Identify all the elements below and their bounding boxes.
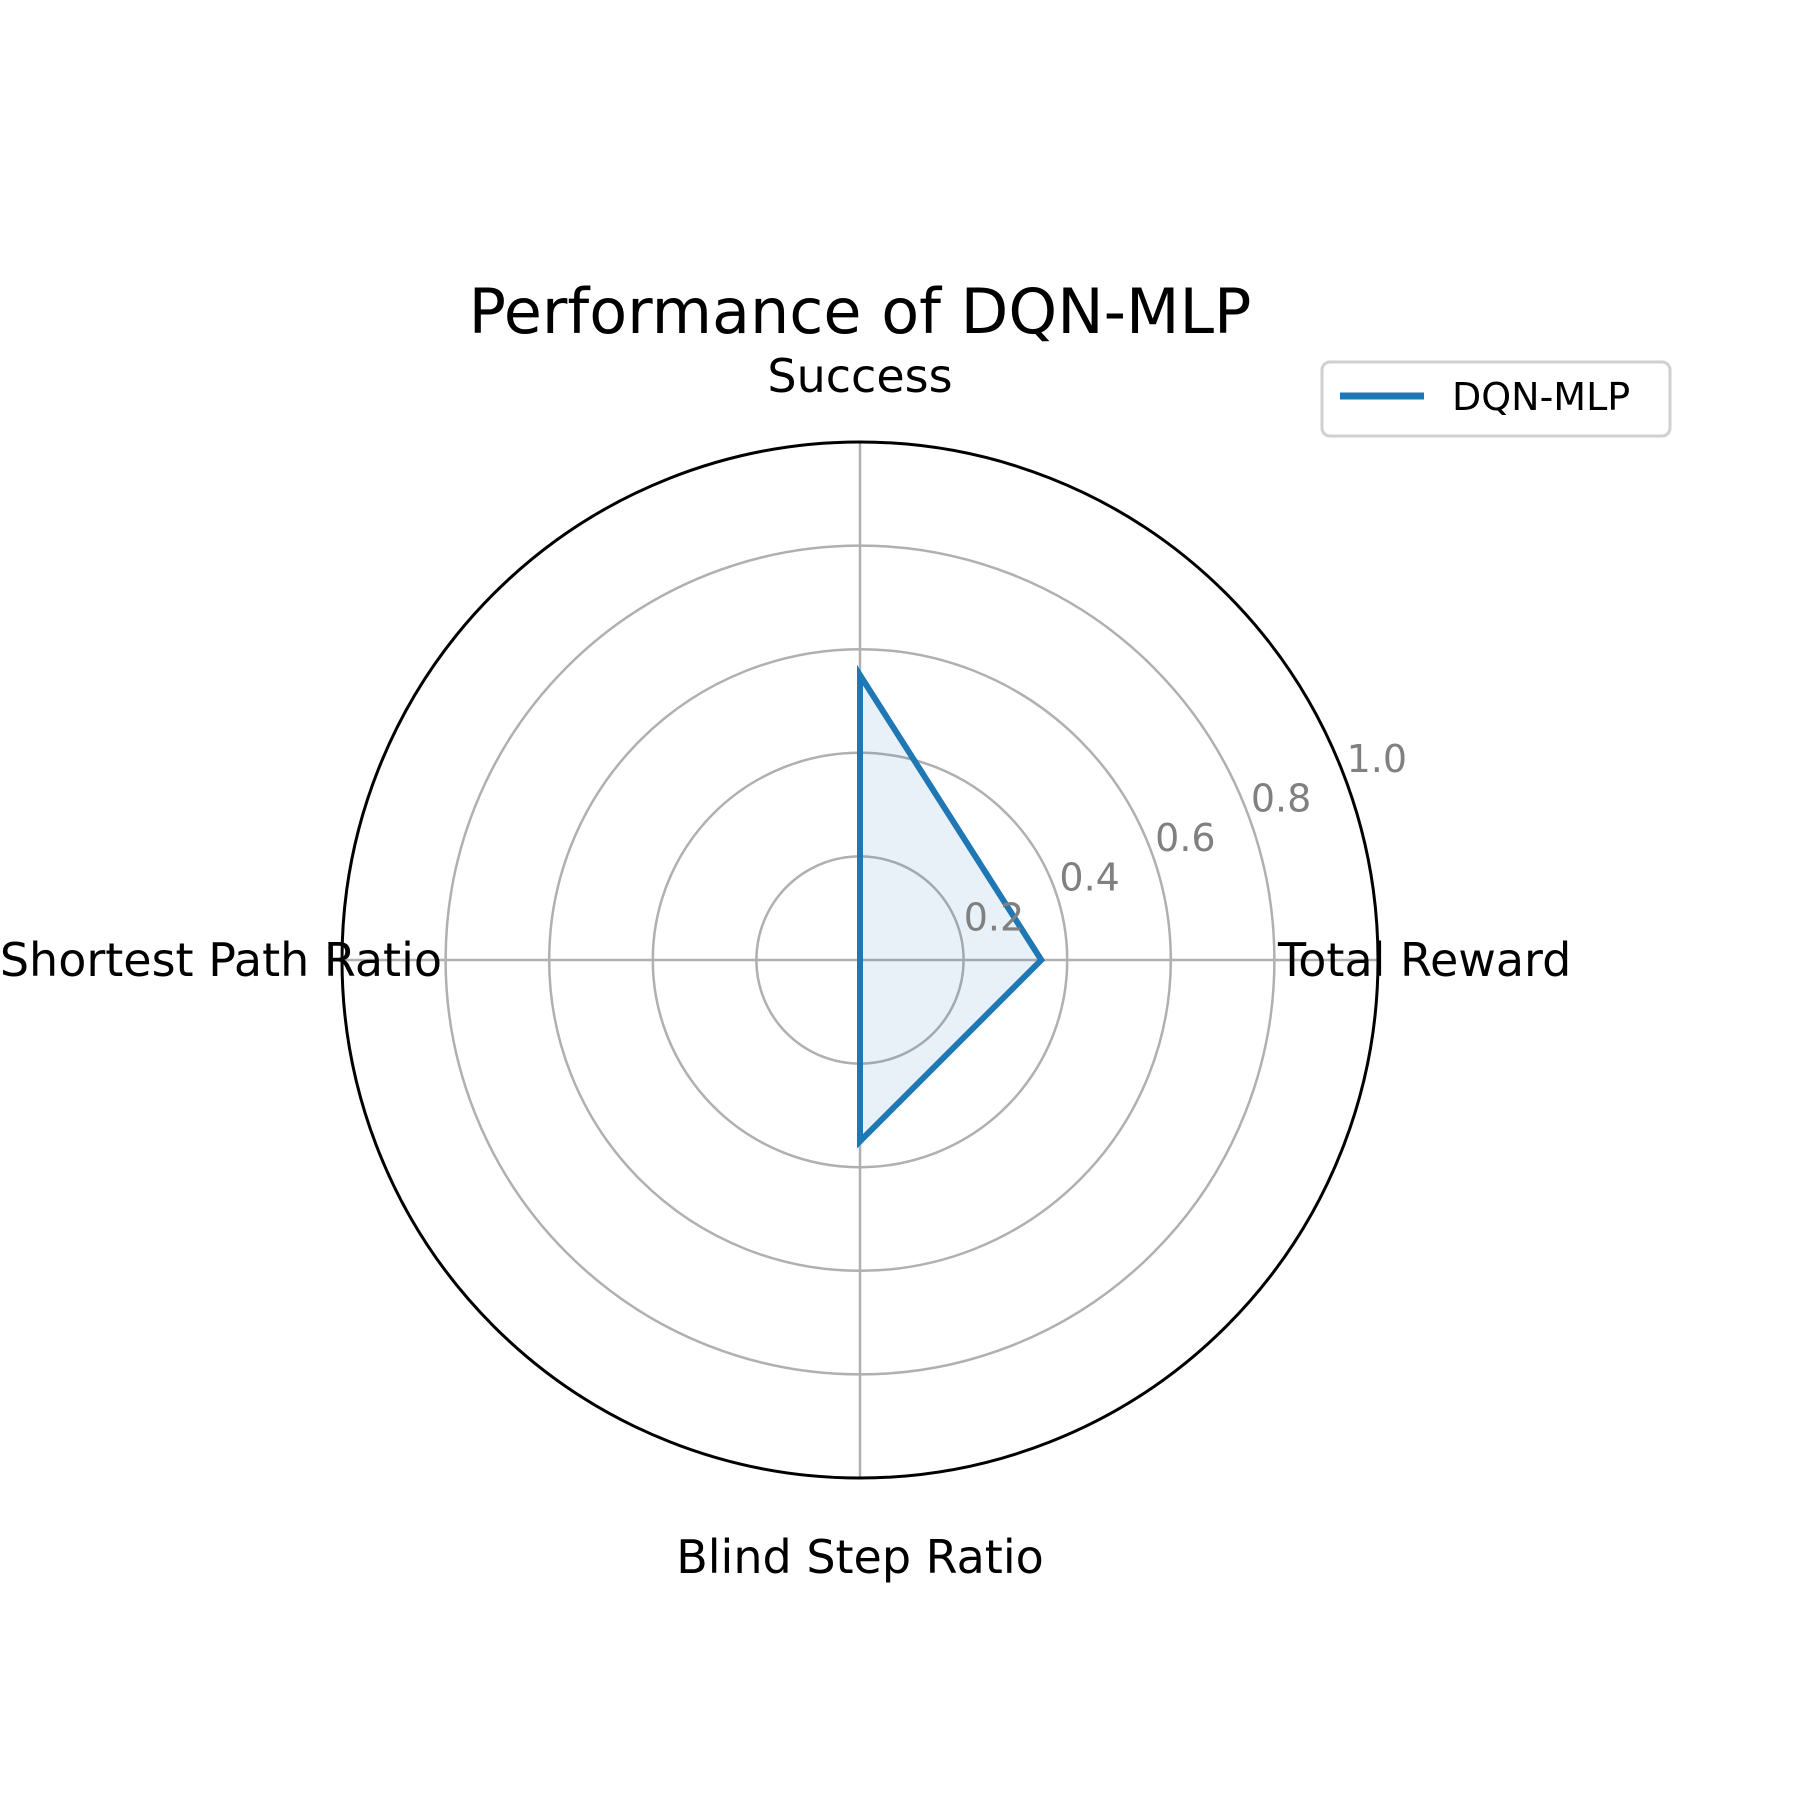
series-fill [860,675,1042,1142]
r-tick-label: 0.8 [1251,776,1311,820]
tick-layer: 0.2 0.4 0.6 0.8 1.0 [964,737,1407,940]
axis-label-blind-step-ratio: Blind Step Ratio [676,1530,1044,1584]
label-layer: Success Total Reward Blind Step Ratio Short… [0,349,1571,1584]
axis-label-success: Success [767,349,952,403]
chart-title: Performance of DQN-MLP [469,275,1252,348]
polar-frame [340,440,1380,1480]
r-tick-label: 0.4 [1059,856,1119,900]
legend: DQN-MLP [1320,360,1672,438]
series-layer [857,664,1046,1149]
r-tick-label: 0.2 [964,895,1024,939]
legend-label-dqn-mlp: DQN-MLP [1452,375,1630,419]
frame-layer [340,440,1380,1480]
series-line [857,664,1046,1149]
axis-label-shortest-path-ratio: Shortest Path Ratio [0,933,442,987]
r-tick-label: 0.6 [1155,816,1215,860]
axis-label-total-reward: Total Reward [1277,933,1571,987]
legend-box [1320,360,1672,438]
r-tick-label: 1.0 [1347,737,1407,781]
